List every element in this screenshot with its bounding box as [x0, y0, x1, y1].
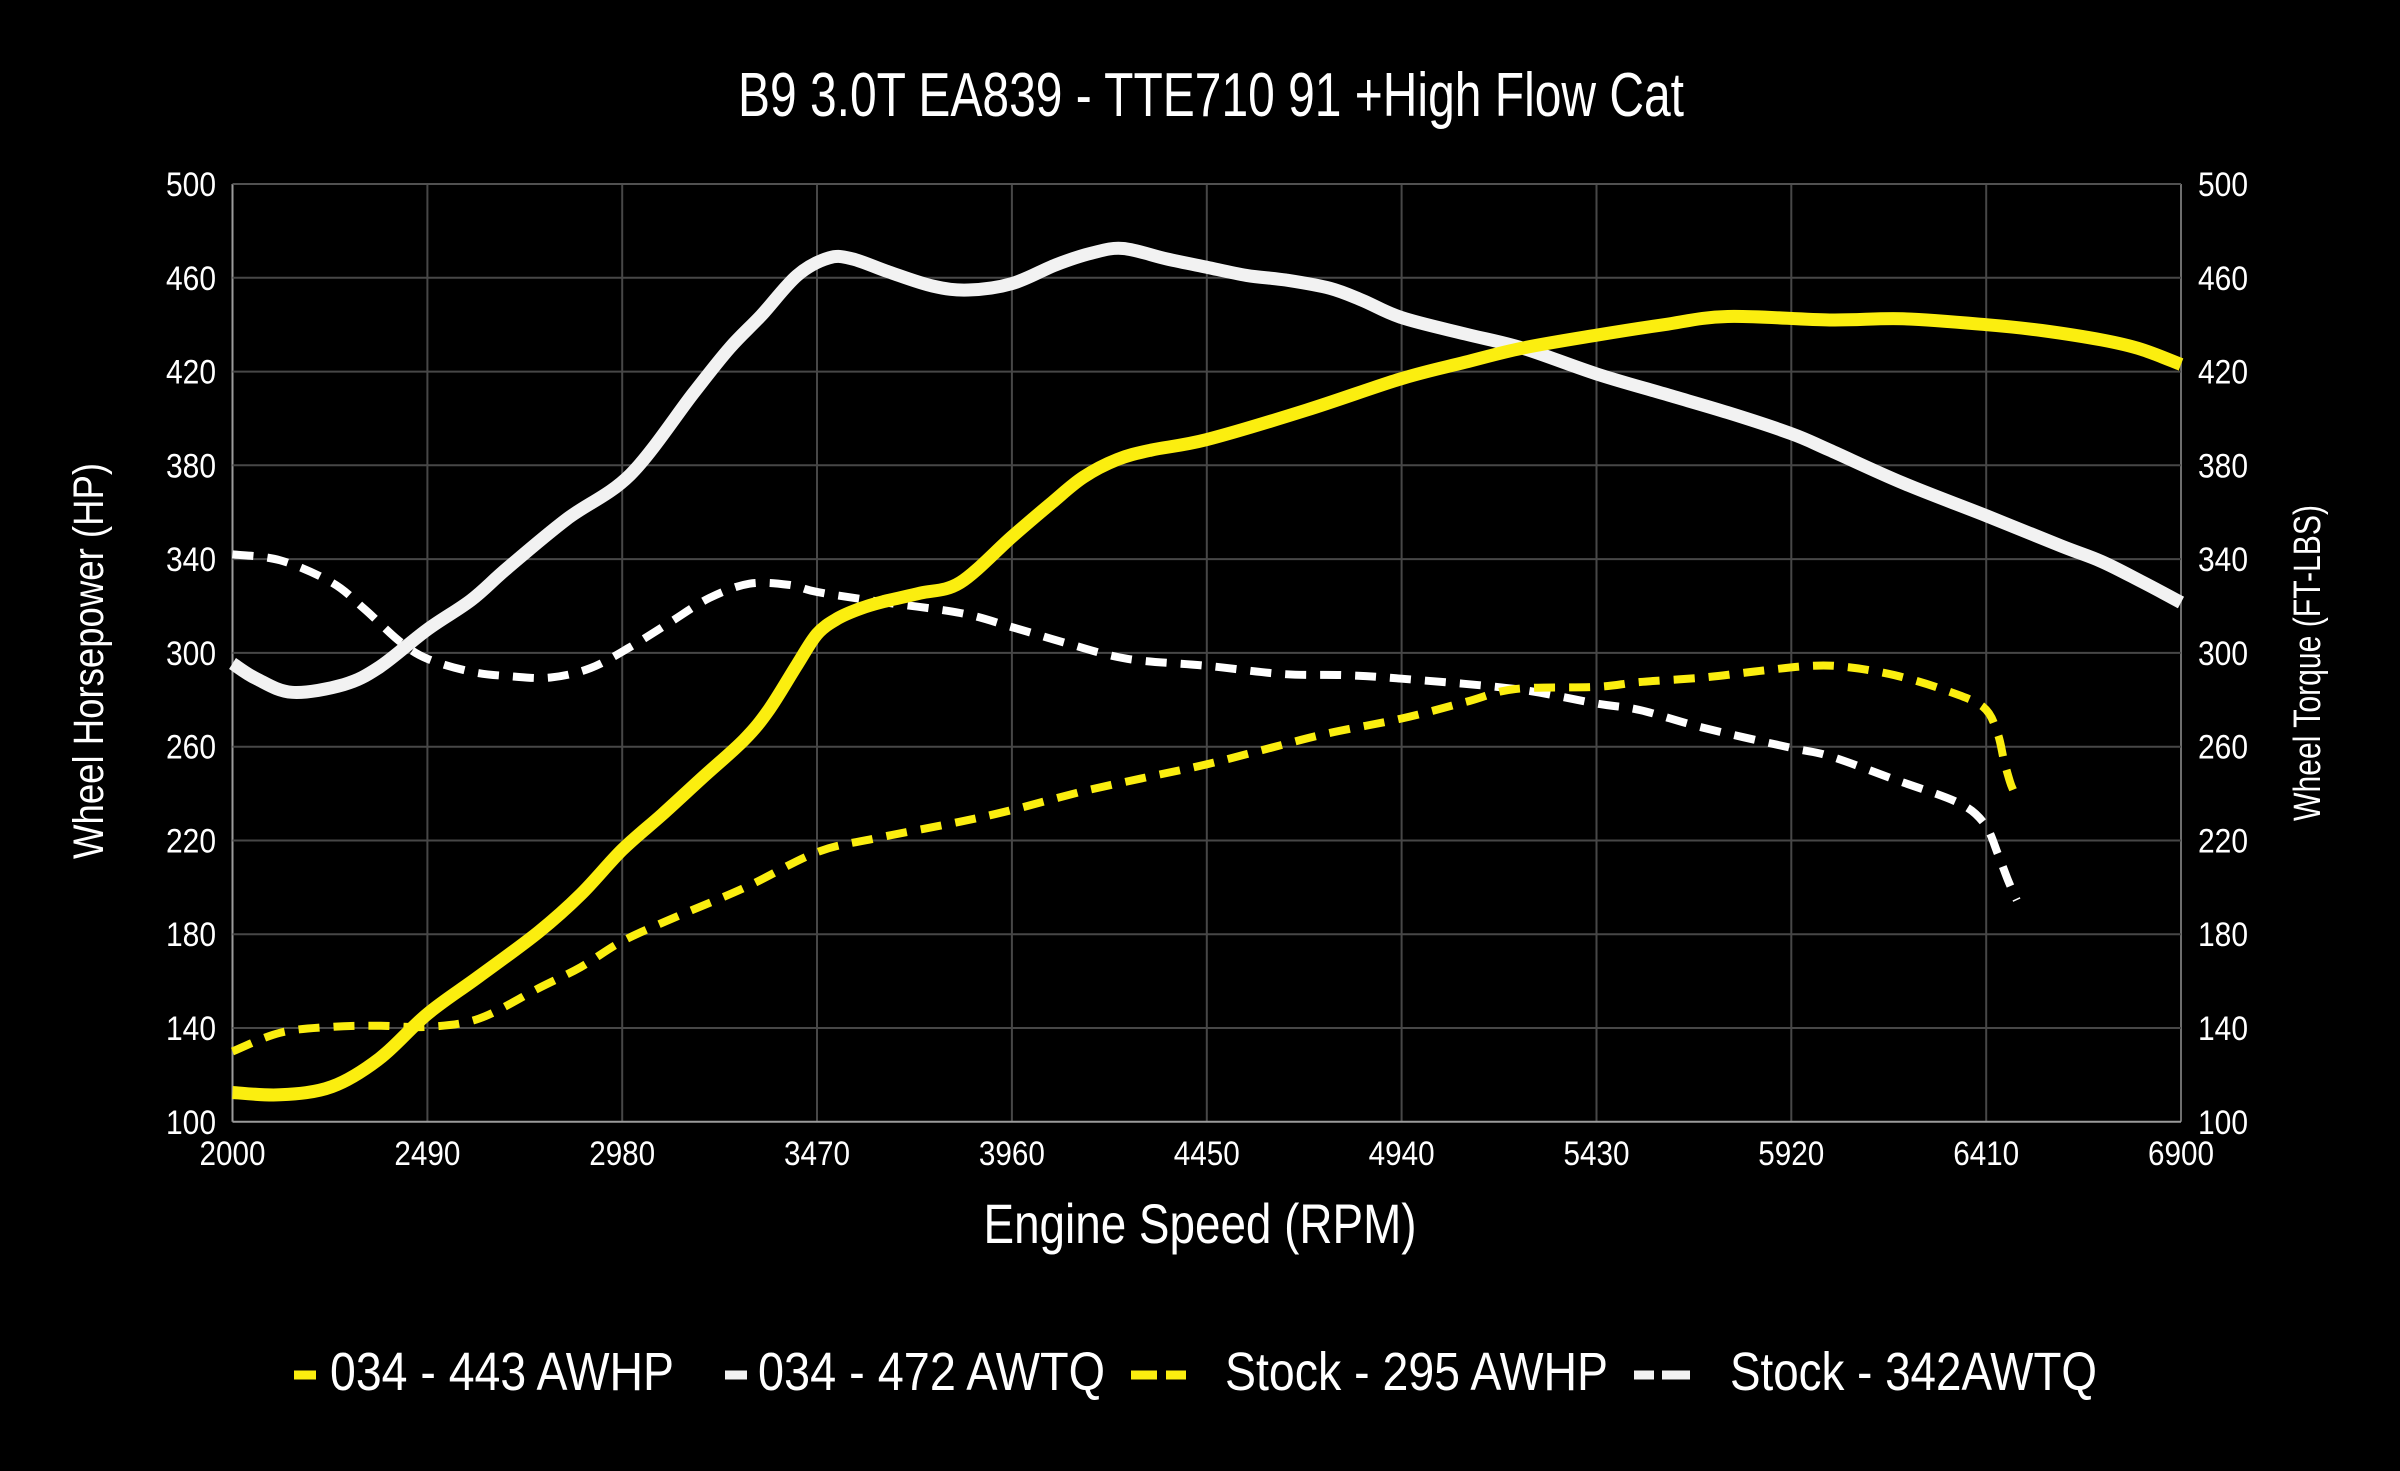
svg-text:420: 420	[166, 354, 216, 392]
svg-text:Engine Speed (RPM): Engine Speed (RPM)	[984, 1192, 1417, 1255]
svg-text:Stock - 295 AWHP: Stock - 295 AWHP	[1225, 1342, 1608, 1402]
svg-text:300: 300	[166, 635, 216, 673]
svg-text:3470: 3470	[784, 1135, 850, 1173]
svg-text:B9 3.0T EA839 - TTE710 91 +Hig: B9 3.0T EA839 - TTE710 91 +High Flow Cat	[738, 61, 1684, 130]
svg-text:3960: 3960	[979, 1135, 1045, 1173]
svg-text:460: 460	[166, 260, 216, 298]
svg-text:180: 180	[166, 916, 216, 954]
svg-text:260: 260	[2198, 729, 2248, 767]
svg-text:340: 340	[166, 541, 216, 579]
svg-text:5920: 5920	[1758, 1135, 1824, 1173]
svg-text:5430: 5430	[1564, 1135, 1630, 1173]
svg-text:220: 220	[166, 823, 216, 861]
svg-text:460: 460	[2198, 260, 2248, 298]
svg-text:140: 140	[2198, 1010, 2248, 1048]
svg-text:034 - 443 AWHP: 034 - 443 AWHP	[330, 1342, 674, 1402]
svg-text:Wheel Torque (FT-LBS): Wheel Torque (FT-LBS)	[2287, 505, 2329, 821]
svg-text:500: 500	[166, 166, 216, 204]
svg-text:220: 220	[2198, 823, 2248, 861]
svg-text:4450: 4450	[1174, 1135, 1240, 1173]
svg-text:Wheel Horsepower (HP): Wheel Horsepower (HP)	[65, 463, 113, 859]
svg-text:380: 380	[166, 447, 216, 485]
svg-text:500: 500	[2198, 166, 2248, 204]
svg-text:4940: 4940	[1369, 1135, 1435, 1173]
svg-text:300: 300	[2198, 635, 2248, 673]
svg-text:180: 180	[2198, 916, 2248, 954]
svg-text:Stock - 342AWTQ: Stock - 342AWTQ	[1730, 1342, 2097, 1402]
svg-text:2490: 2490	[394, 1135, 460, 1173]
svg-text:340: 340	[2198, 541, 2248, 579]
svg-text:100: 100	[2198, 1104, 2248, 1142]
svg-text:380: 380	[2198, 447, 2248, 485]
svg-text:6410: 6410	[1953, 1135, 2019, 1173]
svg-text:140: 140	[166, 1010, 216, 1048]
svg-text:034 - 472 AWTQ: 034 - 472 AWTQ	[758, 1342, 1105, 1402]
svg-text:100: 100	[166, 1104, 216, 1142]
svg-text:6900: 6900	[2148, 1135, 2214, 1173]
svg-text:420: 420	[2198, 354, 2248, 392]
svg-text:2000: 2000	[200, 1135, 266, 1173]
svg-text:260: 260	[166, 729, 216, 767]
svg-text:2980: 2980	[589, 1135, 655, 1173]
